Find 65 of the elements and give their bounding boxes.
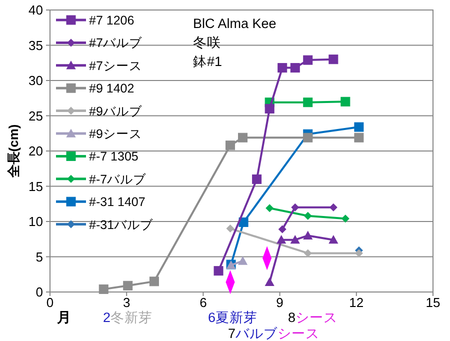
- x-tick-label: 12: [349, 295, 364, 310]
- point: [123, 280, 133, 290]
- point: [238, 132, 248, 142]
- annotation: 鉢#1: [193, 54, 222, 69]
- legend-label: #-31 1407: [89, 195, 146, 210]
- x-tick-label: 6: [200, 295, 207, 310]
- point: [341, 214, 350, 223]
- y-tick-label: 10: [28, 214, 43, 229]
- legend-label: #7バルブ: [89, 36, 143, 50]
- point: [354, 122, 364, 132]
- point: [226, 140, 236, 150]
- x-tick-label: 0: [46, 295, 54, 310]
- point: [328, 54, 338, 64]
- point: [266, 204, 274, 212]
- point: [264, 104, 274, 114]
- point: [303, 132, 313, 142]
- x-tick-label: 9: [276, 295, 284, 310]
- point: [354, 132, 364, 142]
- annotation: 冬咲: [193, 35, 221, 50]
- y-tick-label: 25: [28, 108, 43, 124]
- text: 6夏新芽: [208, 310, 258, 325]
- point: [290, 235, 300, 244]
- point: [214, 266, 224, 276]
- point: [354, 249, 363, 258]
- point: [264, 277, 274, 286]
- y-tick-label: 5: [36, 249, 43, 264]
- x-tick-label: 3: [122, 295, 130, 310]
- point: [340, 96, 350, 106]
- legend-label: #9 1402: [89, 82, 134, 96]
- legend-label: #9シース: [89, 127, 142, 141]
- y-tick-label: 40: [28, 2, 43, 18]
- point: [303, 230, 313, 240]
- point: [278, 63, 288, 73]
- text: 2冬新芽: [103, 310, 153, 325]
- x-axis-title: 月: [56, 309, 71, 325]
- point: [291, 203, 300, 212]
- y-tick-label: 0: [36, 284, 43, 300]
- y-tick-label: 35: [28, 38, 43, 53]
- y-tick-label: 15: [28, 178, 43, 194]
- text: 7バルブシース: [228, 326, 320, 341]
- y-axis-title: 全長(cm): [6, 124, 21, 179]
- point: [276, 235, 286, 244]
- point: [329, 203, 338, 212]
- point: [149, 276, 159, 286]
- legend-label: #7シース: [89, 58, 142, 73]
- x-tick-label: 15: [426, 295, 440, 310]
- point: [278, 225, 286, 234]
- legend-label: #-7 1305: [89, 150, 138, 164]
- legend-label: #-31バルブ: [89, 218, 154, 232]
- point: [304, 249, 312, 258]
- legend-label: #-7バルブ: [89, 172, 148, 186]
- point: [290, 63, 300, 73]
- annotation: BlC Alma Kee: [193, 16, 276, 31]
- legend-label: #9バルブ: [89, 104, 143, 118]
- point: [252, 174, 262, 184]
- legend-label: #7 1206: [89, 14, 134, 28]
- point: [304, 212, 312, 220]
- y-tick-label: 20: [28, 144, 43, 158]
- point: [303, 55, 313, 65]
- point: [303, 98, 313, 108]
- text: 8シース: [288, 310, 338, 325]
- point: [226, 224, 234, 233]
- point: [98, 284, 108, 294]
- point: [328, 235, 338, 244]
- y-tick-label: 30: [28, 73, 43, 88]
